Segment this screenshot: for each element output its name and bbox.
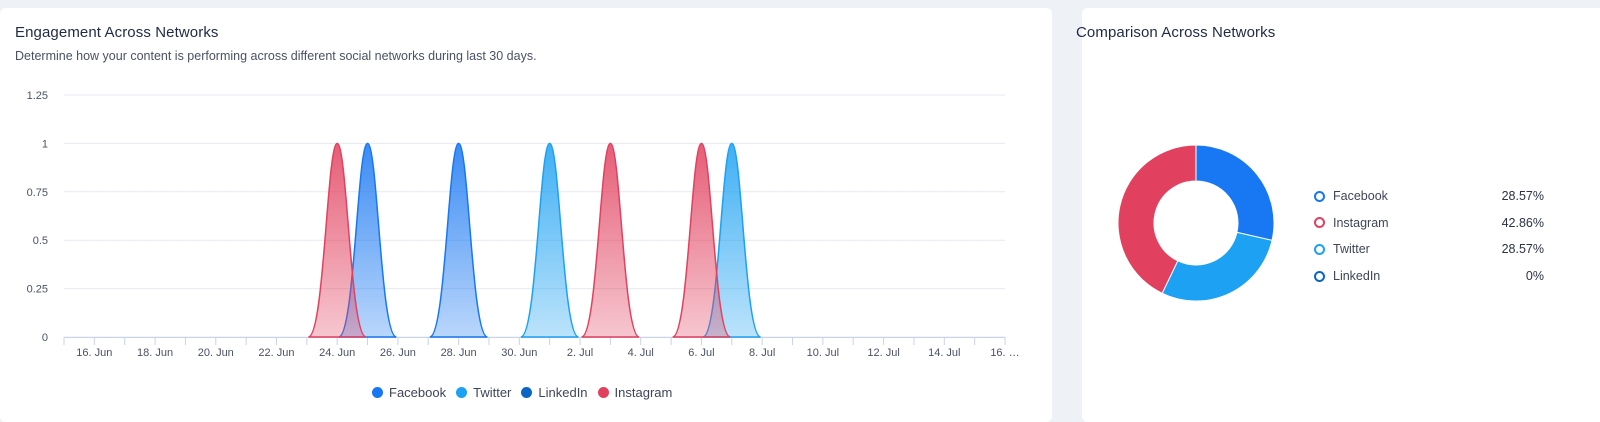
x-tick-label: 24. Jun — [319, 347, 355, 359]
comparison-title: Comparison Across Networks — [1076, 24, 1276, 41]
x-tick-label: 4. Jul — [628, 347, 654, 359]
pie-legend-percent: 28.57% — [1501, 242, 1544, 257]
pie-legend-label: Instagram — [1333, 215, 1389, 230]
pie-legend-percent: 42.86% — [1501, 215, 1544, 230]
legend-marker-icon — [456, 387, 468, 398]
x-tick-label: 30. Jun — [501, 347, 537, 359]
y-tick-label: 0.5 — [33, 235, 48, 247]
legend-marker-icon — [597, 387, 609, 398]
x-tick-label: 8. Jul — [749, 347, 775, 359]
legend-marker-icon — [372, 387, 383, 398]
engagement-area-chart: 0 0.25 0.5 0.75 1 1.25 16. Jun 18. Jun 20. Jun 22… — [27, 90, 1020, 359]
x-tick-label: 16. … — [990, 347, 1019, 359]
x-tick-label: 20. Jun — [198, 347, 234, 359]
pie-legend-percent: 28.57% — [1501, 189, 1544, 204]
area-peak-facebook[interactable] — [429, 142, 489, 338]
y-tick-label: 1 — [42, 138, 48, 150]
x-tick-label: 18. Jun — [137, 347, 173, 359]
x-tick-label: 10. Jul — [807, 347, 839, 359]
engagement-title: Engagement Across Networks — [15, 24, 219, 41]
legend-label: Twitter — [473, 385, 512, 400]
comparison-legend: Facebook 28.57% Instagram 42.86% Twitter 28.5… — [1314, 183, 1544, 289]
x-tick-label: 26. Jun — [380, 347, 416, 359]
legend-label: LinkedIn — [538, 385, 588, 400]
engagement-card: Engagement Across Networks Determine how… — [0, 8, 1052, 422]
y-tick-label: 0.25 — [27, 284, 48, 296]
area-peak-instagram[interactable] — [671, 142, 731, 338]
pie-legend-item-instagram[interactable]: Instagram 42.86% — [1314, 210, 1544, 237]
legend-item-instagram[interactable]: Instagram — [597, 385, 673, 400]
engagement-legend: Facebook Twitter LinkedIn Instagram — [372, 385, 672, 400]
legend-label: Facebook — [389, 385, 447, 400]
x-tick-label: 12. Jul — [867, 347, 899, 359]
donut-slice-facebook[interactable] — [1195, 144, 1275, 241]
y-tick-label: 1.25 — [27, 90, 48, 102]
donut-slice-instagram[interactable] — [1117, 144, 1197, 294]
x-tick-label: 22. Jun — [258, 347, 294, 359]
pie-legend-label: Twitter — [1333, 242, 1370, 257]
legend-item-twitter[interactable]: Twitter — [456, 385, 511, 400]
y-tick-label: 0.75 — [27, 187, 48, 199]
legend-item-facebook[interactable]: Facebook — [372, 385, 446, 400]
legend-label: Instagram — [614, 385, 673, 400]
x-tick-label: 6. Jul — [688, 347, 714, 359]
area-peak-twitter[interactable] — [520, 142, 580, 338]
comparison-card: Comparison Across Networks Facebook 28.57… — [1076, 8, 1600, 422]
comparison-donut-chart — [1117, 144, 1275, 302]
pie-legend-item-linkedin[interactable]: LinkedIn 0% — [1314, 263, 1544, 290]
donut-slice-twitter[interactable] — [1161, 231, 1273, 302]
x-tick-label: 16. Jun — [76, 347, 112, 359]
legend-ring-icon — [1314, 243, 1325, 255]
x-tick-label: 28. Jun — [441, 347, 477, 359]
legend-ring-icon — [1314, 190, 1325, 202]
pie-legend-label: Facebook — [1333, 189, 1388, 204]
x-tick-label: 2. Jul — [567, 347, 593, 359]
pie-legend-label: LinkedIn — [1333, 269, 1381, 284]
legend-item-linkedin[interactable]: LinkedIn — [521, 385, 588, 400]
y-tick-label: 0 — [42, 332, 48, 344]
engagement-subtitle: Determine how your content is performing… — [15, 49, 537, 63]
area-peak-instagram[interactable] — [307, 142, 367, 338]
legend-ring-icon — [1314, 217, 1325, 229]
pie-legend-percent: 0% — [1525, 269, 1544, 284]
x-tick-label: 14. Jul — [928, 347, 960, 359]
pie-legend-item-twitter[interactable]: Twitter 28.57% — [1314, 236, 1544, 263]
legend-marker-icon — [521, 387, 533, 398]
area-peak-instagram[interactable] — [580, 142, 640, 338]
legend-ring-icon — [1314, 270, 1325, 282]
pie-legend-item-facebook[interactable]: Facebook 28.57% — [1314, 183, 1544, 210]
